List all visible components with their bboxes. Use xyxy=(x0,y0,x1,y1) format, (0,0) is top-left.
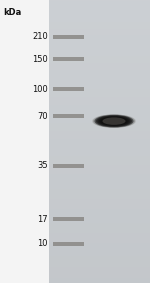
Ellipse shape xyxy=(93,114,135,128)
Ellipse shape xyxy=(105,118,123,124)
Text: 70: 70 xyxy=(37,112,48,121)
Bar xyxy=(53,57,84,61)
Bar xyxy=(53,164,84,168)
Ellipse shape xyxy=(97,116,131,127)
Bar xyxy=(53,242,84,246)
Ellipse shape xyxy=(92,114,136,128)
Text: kDa: kDa xyxy=(3,8,21,18)
Bar xyxy=(53,217,84,221)
Text: 35: 35 xyxy=(37,161,48,170)
Text: 10: 10 xyxy=(38,239,48,248)
Ellipse shape xyxy=(102,117,126,125)
Ellipse shape xyxy=(99,116,129,126)
Bar xyxy=(53,114,84,118)
Text: 100: 100 xyxy=(32,85,48,94)
Ellipse shape xyxy=(106,119,122,124)
Ellipse shape xyxy=(109,119,119,123)
Bar xyxy=(53,35,84,39)
Ellipse shape xyxy=(100,117,128,126)
Text: 17: 17 xyxy=(37,215,48,224)
Bar xyxy=(53,87,84,91)
Ellipse shape xyxy=(94,115,134,127)
Ellipse shape xyxy=(103,118,125,125)
Text: 150: 150 xyxy=(32,55,48,64)
Ellipse shape xyxy=(108,119,120,123)
Text: 210: 210 xyxy=(32,32,48,41)
Ellipse shape xyxy=(102,117,126,125)
Ellipse shape xyxy=(96,115,132,127)
